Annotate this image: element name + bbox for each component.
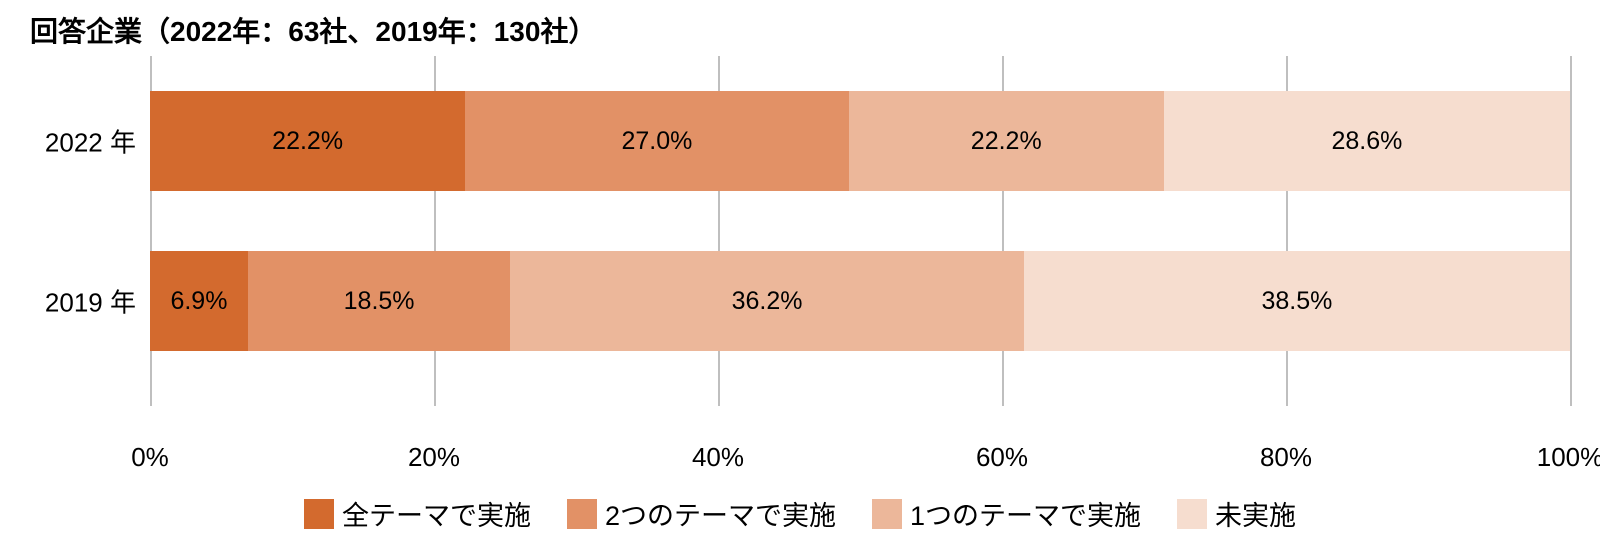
legend-swatch-icon [872,499,902,529]
bar-row: 6.9%18.5%36.2%38.5% [150,251,1570,351]
legend-swatch-icon [567,499,597,529]
legend-swatch-icon [304,499,334,529]
legend-label: 2つのテーマで実施 [605,494,836,533]
x-tick-label: 60% [976,442,1028,473]
bar-segment: 28.6% [1164,91,1570,191]
bar-segment: 36.2% [510,251,1024,351]
chart-title: 回答企業（2022年：63社、2019年：130社） [30,10,1570,50]
grid-line [1570,56,1572,406]
bar-segment: 18.5% [248,251,510,351]
x-tick-label: 100% [1537,442,1600,473]
x-tick-label: 40% [692,442,744,473]
y-label-row-1: 2019 年 [45,283,136,320]
legend-item: 1つのテーマで実施 [872,494,1141,533]
bar-row: 22.2%27.0%22.2%28.6% [150,91,1570,191]
plot-area: 22.2%27.0%22.2%28.6%6.9%18.5%36.2%38.5% [150,56,1570,406]
legend-item: 2つのテーマで実施 [567,494,836,533]
legend-label: 1つのテーマで実施 [910,494,1141,533]
legend-label: 全テーマで実施 [342,494,531,533]
x-tick-label: 0% [131,442,169,473]
legend: 全テーマで実施 2つのテーマで実施 1つのテーマで実施 未実施 [30,494,1570,533]
bar-segment: 38.5% [1024,251,1570,351]
legend-swatch-icon [1177,499,1207,529]
legend-label: 未実施 [1215,494,1296,533]
bar-segment: 27.0% [465,91,848,191]
chart-area: 2022 年 2019 年 22.2%27.0%22.2%28.6%6.9%18… [30,56,1570,436]
y-label-row-0: 2022 年 [45,123,136,160]
bar-segment: 22.2% [150,91,465,191]
bar-segment: 6.9% [150,251,248,351]
x-tick-label: 80% [1260,442,1312,473]
bar-segment: 22.2% [849,91,1164,191]
x-tick-label: 20% [408,442,460,473]
x-axis: 0%20%40%60%80%100% [150,436,1570,486]
chart-page: 回答企業（2022年：63社、2019年：130社） 2022 年 2019 年… [0,0,1600,509]
legend-item: 未実施 [1177,494,1296,533]
y-axis-labels: 2022 年 2019 年 [30,56,150,436]
legend-item: 全テーマで実施 [304,494,531,533]
